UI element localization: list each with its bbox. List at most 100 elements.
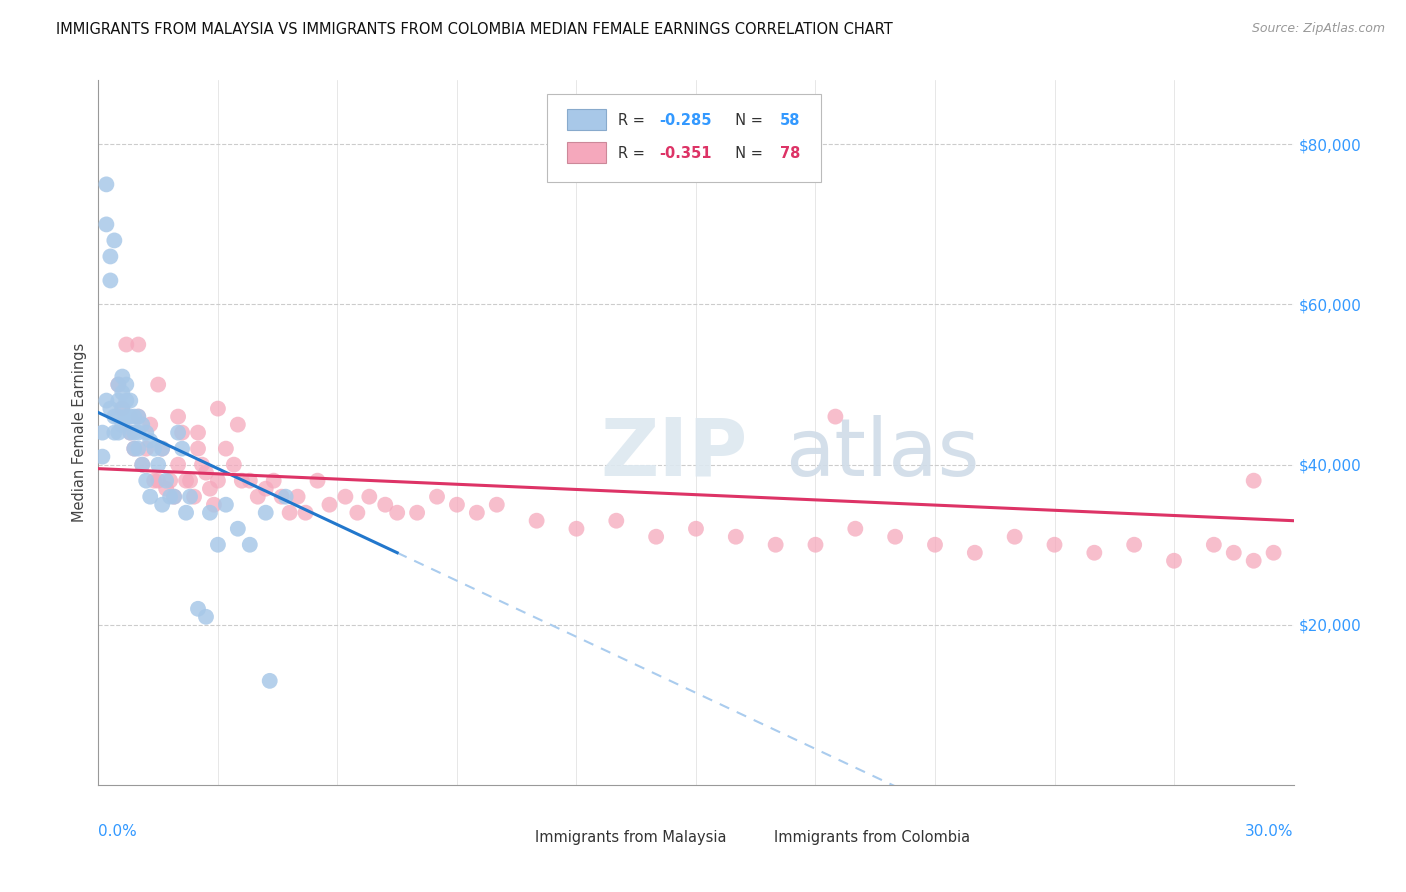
Point xyxy=(465,506,488,520)
Point xyxy=(120,409,142,424)
Point xyxy=(174,474,197,488)
Point xyxy=(98,250,122,264)
Point xyxy=(98,401,122,416)
Point xyxy=(1263,546,1285,560)
Point xyxy=(884,530,907,544)
Point xyxy=(226,522,249,536)
Point xyxy=(103,234,125,248)
Point xyxy=(307,474,329,488)
Point xyxy=(127,337,149,351)
Point xyxy=(804,538,827,552)
Point xyxy=(318,498,340,512)
Point xyxy=(150,442,173,456)
Point xyxy=(131,417,153,432)
Point xyxy=(172,442,194,456)
Text: 30.0%: 30.0% xyxy=(1246,823,1294,838)
Point xyxy=(254,482,277,496)
Point xyxy=(115,393,138,408)
Point xyxy=(103,409,125,424)
Point xyxy=(127,425,149,440)
Point xyxy=(124,425,146,440)
Point xyxy=(163,490,186,504)
Point xyxy=(111,417,134,432)
Point xyxy=(107,377,129,392)
Point xyxy=(202,498,225,512)
Point xyxy=(605,514,627,528)
Point xyxy=(207,474,229,488)
Point xyxy=(1243,474,1265,488)
Point xyxy=(124,409,146,424)
Point xyxy=(111,369,134,384)
Point xyxy=(111,401,134,416)
Text: -0.351: -0.351 xyxy=(659,146,711,161)
Point xyxy=(143,442,166,456)
Text: -0.285: -0.285 xyxy=(659,113,711,128)
Text: 0.0%: 0.0% xyxy=(98,823,138,838)
Point xyxy=(263,474,285,488)
Text: Source: ZipAtlas.com: Source: ZipAtlas.com xyxy=(1251,22,1385,36)
Text: 58: 58 xyxy=(780,113,800,128)
Point xyxy=(226,417,249,432)
Point xyxy=(287,490,309,504)
Point xyxy=(148,474,170,488)
Point xyxy=(103,425,125,440)
Point xyxy=(143,474,166,488)
FancyBboxPatch shape xyxy=(567,143,606,163)
FancyBboxPatch shape xyxy=(547,95,821,183)
Text: N =: N = xyxy=(725,113,768,128)
Point xyxy=(246,490,269,504)
Point xyxy=(91,450,114,464)
Point xyxy=(179,474,201,488)
Text: ZIP: ZIP xyxy=(600,415,748,492)
Point xyxy=(645,530,668,544)
Point xyxy=(139,417,162,432)
Point xyxy=(155,474,177,488)
Point xyxy=(120,393,142,408)
Point xyxy=(374,498,396,512)
Text: IMMIGRANTS FROM MALAYSIA VS IMMIGRANTS FROM COLOMBIA MEDIAN FEMALE EARNINGS CORR: IMMIGRANTS FROM MALAYSIA VS IMMIGRANTS F… xyxy=(56,22,893,37)
FancyBboxPatch shape xyxy=(567,109,606,130)
Point xyxy=(111,401,134,416)
Point xyxy=(135,442,157,456)
Point xyxy=(174,506,197,520)
Point xyxy=(131,458,153,472)
FancyBboxPatch shape xyxy=(499,830,529,845)
Point xyxy=(1083,546,1105,560)
Point xyxy=(187,602,209,616)
Point xyxy=(195,609,218,624)
Text: Immigrants from Colombia: Immigrants from Colombia xyxy=(773,830,970,845)
Point xyxy=(120,425,142,440)
Point xyxy=(107,393,129,408)
Text: R =: R = xyxy=(619,113,650,128)
Point xyxy=(159,474,181,488)
Point xyxy=(124,442,146,456)
Point xyxy=(1123,538,1146,552)
Point xyxy=(359,490,381,504)
Point xyxy=(239,474,262,488)
Point xyxy=(183,490,205,504)
Point xyxy=(278,506,301,520)
Point xyxy=(179,490,201,504)
Point xyxy=(111,385,134,400)
Point xyxy=(107,409,129,424)
Text: N =: N = xyxy=(725,146,768,161)
Point xyxy=(187,425,209,440)
Point xyxy=(335,490,357,504)
Point xyxy=(294,506,316,520)
Text: Immigrants from Malaysia: Immigrants from Malaysia xyxy=(534,830,725,845)
Point xyxy=(426,490,449,504)
Point xyxy=(1043,538,1066,552)
Point xyxy=(254,506,277,520)
Point xyxy=(167,458,190,472)
Point xyxy=(1202,538,1225,552)
Point xyxy=(270,490,292,504)
Point xyxy=(259,673,281,688)
Point xyxy=(765,538,787,552)
Point xyxy=(1004,530,1026,544)
Point xyxy=(207,538,229,552)
Point xyxy=(115,337,138,351)
Point xyxy=(231,474,253,488)
FancyBboxPatch shape xyxy=(738,830,768,845)
Point xyxy=(127,409,149,424)
Point xyxy=(91,425,114,440)
